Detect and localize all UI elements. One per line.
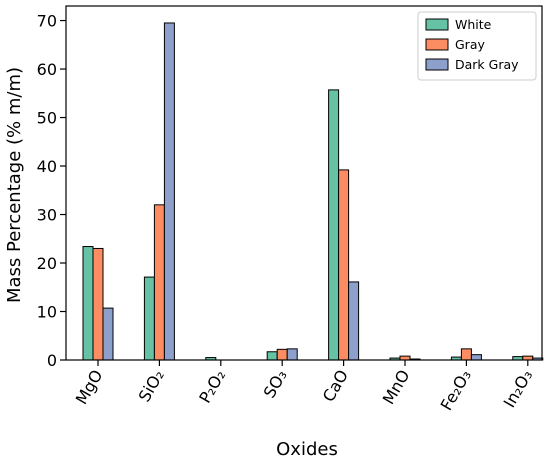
legend-swatch [425,58,449,71]
bar-white [143,276,155,361]
x-tick-label: SO₃ [260,367,291,402]
x-tick-label: CaO [319,367,352,406]
y-tick-label: 10 [37,303,57,322]
y-tick-label: 40 [37,157,57,176]
x-tick-label: Fe₂O₃ [437,367,475,414]
y-tick-label: 20 [37,254,57,273]
bar-gray [92,247,104,361]
legend-label: Gray [455,37,485,52]
bar-white [82,246,94,361]
bar-white [266,351,278,361]
y-axis-title: Mass Percentage (% m/m) [4,67,25,303]
bar-gray [460,348,472,361]
y-tick-label: 50 [37,109,57,128]
bar-dark-gray [163,22,175,361]
bar-dark-gray [348,281,360,361]
x-tick-label: In₂O₃ [500,367,537,411]
legend: White Gray Dark Gray [417,11,537,81]
plot-frame [65,5,543,361]
bar-gray [153,204,165,361]
x-tick-label: MgO [72,367,107,408]
bar-white [328,89,340,361]
x-axis: MgO SiO₂ P₂O₂ SO₃ CaO MnO Fe₂O₃ In₂O₃ [72,360,537,414]
bars-group [82,22,544,361]
y-axis: 0 10 20 30 40 50 60 70 [37,12,66,370]
y-tick-label: 0 [47,351,57,370]
x-axis-title: Oxides [276,439,338,460]
y-tick-label: 70 [37,12,57,31]
bar-dark-gray [286,348,298,361]
x-tick-label: MnO [379,367,414,408]
y-tick-label: 30 [37,206,57,225]
legend-swatch [425,38,449,51]
legend-label: Dark Gray [455,57,519,72]
bar-gray [338,169,350,361]
bar-gray [276,348,288,361]
x-tick-label: SiO₂ [135,367,168,406]
bar-dark-gray [102,307,114,361]
y-tick-label: 60 [37,60,57,79]
bar-dark-gray [470,354,482,361]
x-tick-label: P₂O₂ [195,367,229,407]
legend-label: White [455,17,492,32]
legend-swatch [425,18,449,31]
